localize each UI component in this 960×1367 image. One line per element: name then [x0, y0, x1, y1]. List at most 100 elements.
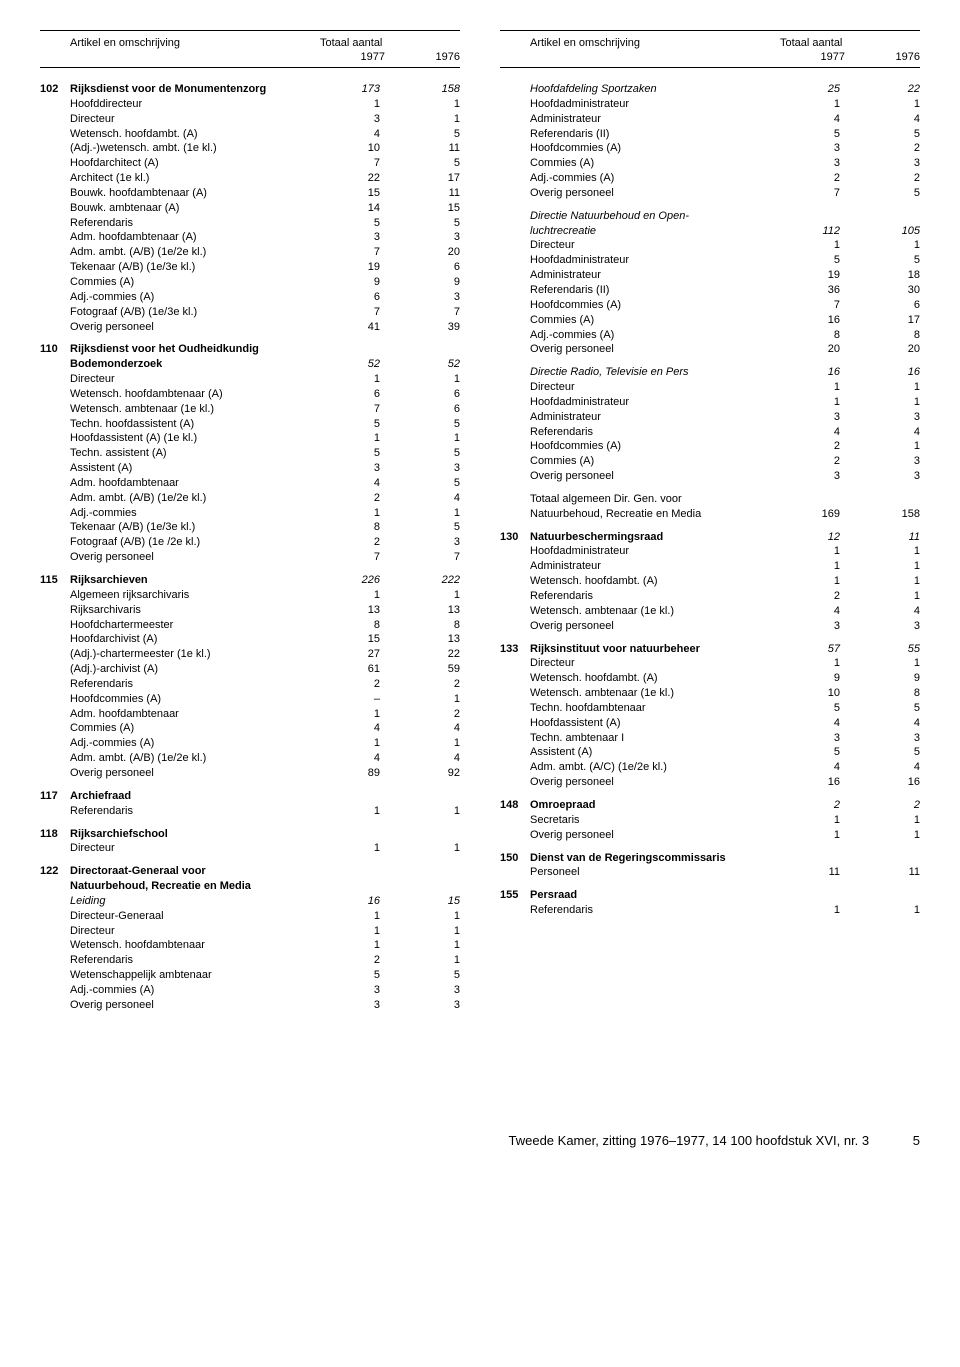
table-row: Referendaris11: [500, 903, 920, 918]
code-cell: [500, 141, 530, 156]
label-cell: Commies (A): [70, 721, 310, 736]
code-cell: [500, 775, 530, 790]
label-cell: Directeur: [70, 112, 310, 127]
value-1977: 5: [310, 968, 390, 983]
code-cell: 115: [40, 573, 70, 588]
value-1977: 2: [770, 439, 850, 454]
label-cell: Natuurbehoud, Recreatie en Media: [70, 879, 310, 894]
value-1976: 55: [850, 642, 920, 657]
code-cell: [500, 619, 530, 634]
table-row: Directeur11: [40, 924, 460, 939]
code-cell: [500, 745, 530, 760]
value-1977: 1: [310, 924, 390, 939]
value-1977: 1: [770, 903, 850, 918]
value-1976: [850, 851, 920, 866]
code-cell: [40, 260, 70, 275]
table-row: Wetensch. hoofdambt. (A)11: [500, 574, 920, 589]
label-cell: Administrateur: [530, 410, 770, 425]
value-1977: 12: [770, 530, 850, 545]
value-1977: 2: [770, 798, 850, 813]
code-cell: [500, 342, 530, 357]
value-1977: 3: [770, 469, 850, 484]
value-1976: 16: [850, 775, 920, 790]
header-title-right: Artikel en omschrijving: [530, 37, 640, 63]
value-1977: 10: [770, 686, 850, 701]
value-1976: 1: [850, 544, 920, 559]
table-row: Tekenaar (A/B) (1e/3e kl.)196: [40, 260, 460, 275]
value-1977: 1: [310, 431, 390, 446]
label-cell: Fotograaf (A/B) (1e /2e kl.): [70, 535, 310, 550]
table-row: Algemeen rijksarchivaris11: [40, 588, 460, 603]
value-1976: 1: [850, 439, 920, 454]
table-row: Adm. ambt. (A/B) (1e/2e kl.)24: [40, 491, 460, 506]
table-row: Hoofdcommies (A)21: [500, 439, 920, 454]
value-1977: 9: [770, 671, 850, 686]
table-row: Wetensch. hoofdambtenaar (A)66: [40, 387, 460, 402]
table-row: Referendaris21: [40, 953, 460, 968]
label-cell: (Adj.)-archivist (A): [70, 662, 310, 677]
value-1977: 5: [770, 253, 850, 268]
table-row: Hoofdassistent (A)44: [500, 716, 920, 731]
value-1977: 173: [310, 82, 390, 97]
value-1977: 2: [310, 677, 390, 692]
code-cell: [40, 97, 70, 112]
code-cell: 133: [500, 642, 530, 657]
table-row: Bouwk. hoofdambtenaar (A)1511: [40, 186, 460, 201]
value-1976: 3: [850, 454, 920, 469]
table-row: (Adj.-)wetensch. ambt. (1e kl.)1011: [40, 141, 460, 156]
value-1977: 15: [310, 186, 390, 201]
code-cell: [500, 425, 530, 440]
code-cell: [500, 410, 530, 425]
table-row: Referendaris21: [500, 589, 920, 604]
columns-container: Artikel en omschrijving Totaal aantal 19…: [40, 30, 920, 1013]
table-row: Rijksarchivaris1313: [40, 603, 460, 618]
table-row: Directeur11: [500, 380, 920, 395]
value-1976: 5: [390, 216, 460, 231]
table-row: Adm. hoofdambtenaar (A)33: [40, 230, 460, 245]
table-row: Commies (A)99: [40, 275, 460, 290]
code-cell: 110: [40, 342, 70, 357]
table-row: Totaal algemeen Dir. Gen. voor: [500, 492, 920, 507]
value-1976: 11: [390, 141, 460, 156]
table-row: Hoofdadministrateur11: [500, 97, 920, 112]
subsection-row: Directie Radio, Televisie en Pers1616: [500, 365, 920, 380]
value-1977: 1: [770, 544, 850, 559]
spacer: [500, 843, 920, 851]
table-row: Adm. ambt. (A/C) (1e/2e kl.)44: [500, 760, 920, 775]
spacer: [500, 201, 920, 209]
subsection-row: Hoofdafdeling Sportzaken2522: [500, 82, 920, 97]
code-cell: 150: [500, 851, 530, 866]
code-cell: [40, 535, 70, 550]
label-cell: Rijksarchiefschool: [70, 827, 310, 842]
table-row: Personeel1111: [500, 865, 920, 880]
label-cell: Adm. hoofdambtenaar: [70, 707, 310, 722]
code-cell: [500, 656, 530, 671]
label-cell: Secretaris: [530, 813, 770, 828]
label-cell: Referendaris: [70, 677, 310, 692]
value-1977: 1: [310, 506, 390, 521]
table-row: Administrateur11: [500, 559, 920, 574]
table-row: (Adj.)-archivist (A)6159: [40, 662, 460, 677]
value-1977: 7: [310, 245, 390, 260]
code-cell: 148: [500, 798, 530, 813]
label-cell: Administrateur: [530, 112, 770, 127]
label-cell: Bodemonderzoek: [70, 357, 310, 372]
code-cell: [500, 492, 530, 507]
value-1977: 4: [310, 476, 390, 491]
value-1977: 7: [310, 550, 390, 565]
label-cell: Techn. ambtenaar I: [530, 731, 770, 746]
value-1976: 5: [850, 253, 920, 268]
value-1977: 1: [310, 938, 390, 953]
label-cell: Architect (1e kl.): [70, 171, 310, 186]
section-row: Bodemonderzoek5252: [40, 357, 460, 372]
code-cell: [500, 224, 530, 239]
section-row: 148Omroepraad22: [500, 798, 920, 813]
left-body: 102Rijksdienst voor de Monumentenzorg173…: [40, 82, 460, 1013]
label-cell: Algemeen rijksarchivaris: [70, 588, 310, 603]
table-row: Wetensch. hoofdambt. (A)99: [500, 671, 920, 686]
header-year2-left: 1976: [395, 51, 460, 63]
code-cell: [40, 894, 70, 909]
value-1977: 1: [310, 736, 390, 751]
label-cell: Wetensch. hoofdambt. (A): [530, 574, 770, 589]
value-1976: 1: [390, 909, 460, 924]
